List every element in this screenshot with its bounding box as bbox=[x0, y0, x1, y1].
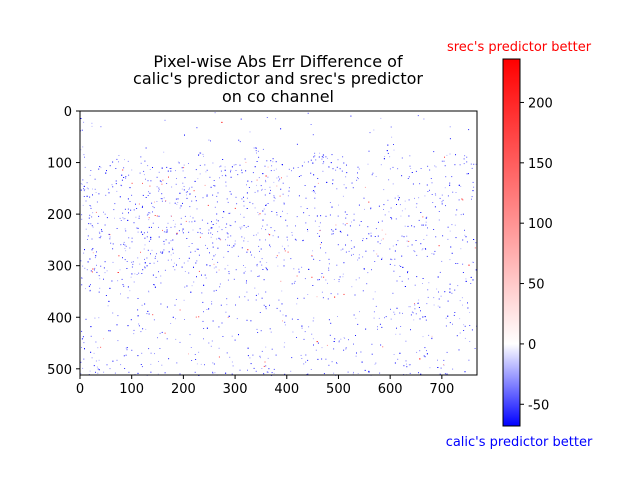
colorbar-tick-label: 200 bbox=[528, 96, 553, 111]
plot-frame bbox=[79, 110, 478, 376]
chart-title-line-1: Pixel-wise Abs Err Difference of bbox=[153, 52, 403, 71]
colorbar-tick-label: 50 bbox=[528, 278, 545, 293]
y-tick-label: 0 bbox=[64, 105, 72, 120]
y-tick-label: 400 bbox=[47, 311, 72, 326]
y-tick-label: 100 bbox=[47, 157, 72, 172]
x-tick-label: 100 bbox=[119, 382, 144, 397]
colorbar-tick-label: 0 bbox=[528, 338, 536, 353]
colorbar-tick-label: -50 bbox=[528, 398, 549, 413]
x-tick-label: 0 bbox=[76, 382, 84, 397]
colorbar-tick-label: 150 bbox=[528, 157, 553, 172]
x-tick-label: 700 bbox=[429, 382, 454, 397]
colorbar-top-label: srec's predictor better bbox=[447, 40, 592, 55]
x-tick-label: 500 bbox=[326, 382, 351, 397]
colorbar-axis: -50 0 50 100 150 200 bbox=[520, 96, 553, 413]
x-tick-label: 200 bbox=[171, 382, 196, 397]
colorbar-tick-label: 100 bbox=[528, 217, 553, 232]
heatmap-image bbox=[80, 111, 478, 376]
colorbar-bottom-label: calic's predictor better bbox=[446, 435, 593, 450]
y-axis: 0 100 200 300 400 500 bbox=[47, 105, 80, 378]
y-tick-label: 500 bbox=[47, 363, 72, 378]
x-tick-label: 300 bbox=[223, 382, 248, 397]
x-tick-label: 600 bbox=[378, 382, 403, 397]
chart-title-line-3: on co channel bbox=[222, 87, 334, 106]
y-tick-label: 200 bbox=[47, 208, 72, 223]
y-tick-label: 300 bbox=[47, 260, 72, 275]
colorbar bbox=[502, 58, 521, 427]
x-axis: 0 100 200 300 400 500 600 700 bbox=[76, 375, 454, 397]
x-tick-label: 400 bbox=[274, 382, 299, 397]
chart-title-line-2: calic's predictor and srec's predictor bbox=[133, 69, 423, 88]
